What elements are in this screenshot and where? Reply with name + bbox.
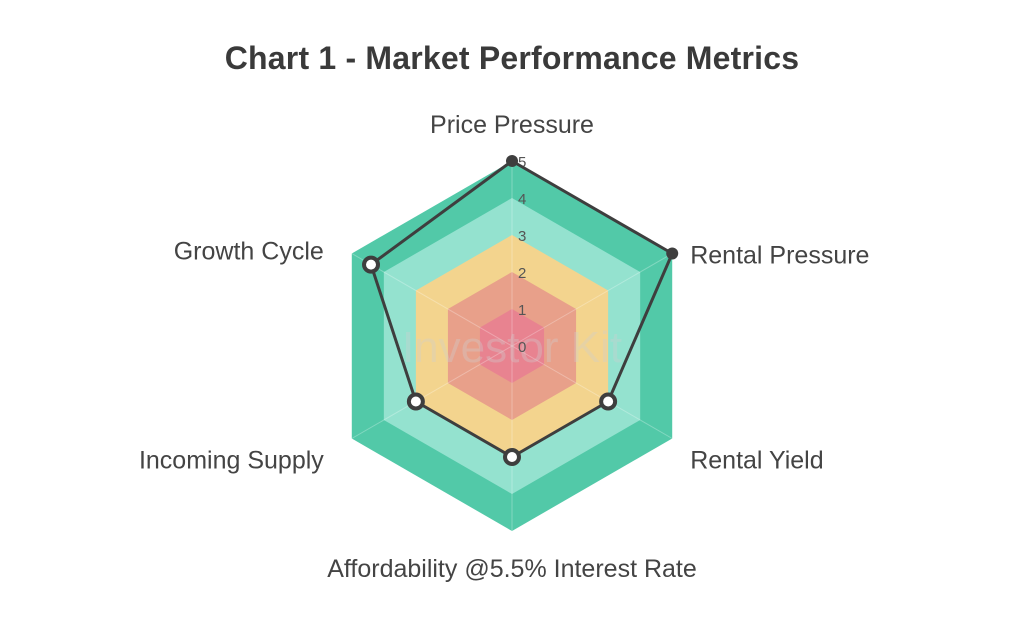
data-point-2[interactable] — [599, 392, 618, 411]
spoke-1 — [511, 253, 673, 347]
spoke-4 — [351, 345, 513, 439]
tick-label-2: 2 — [518, 265, 526, 282]
watermark: Investor Kit — [402, 323, 622, 372]
tick-labels: 0 1 2 3 4 5 — [518, 154, 526, 356]
tick-label-0: 0 — [518, 339, 526, 356]
data-point-3[interactable] — [503, 448, 521, 466]
axis-label-1: Rental Pressure — [690, 242, 869, 270]
axis-label-0: Price Pressure — [430, 111, 594, 139]
data-point-5[interactable] — [362, 255, 381, 274]
data-point-1[interactable] — [666, 247, 679, 260]
tick-label-1: 1 — [518, 302, 526, 319]
chart-title: Chart 1 - Market Performance Metrics — [224, 40, 800, 76]
spoke-2 — [511, 345, 673, 439]
tick-label-4: 4 — [518, 191, 526, 208]
axis-label-2: Rental Yield — [690, 447, 823, 475]
axis-label-3: Affordability @5.5% Interest Rate — [327, 555, 697, 583]
series-layer — [362, 155, 679, 466]
tick-label-3: 3 — [518, 228, 526, 245]
axis-labels: Price Pressure Rental Pressure Rental Yiel… — [139, 111, 870, 583]
axis-label-4: Incoming Supply — [139, 447, 324, 475]
axis-label-5: Growth Cycle — [174, 238, 324, 266]
tick-label-5: 5 — [518, 154, 526, 171]
data-point-0[interactable] — [506, 155, 518, 167]
band-level-1 — [479, 309, 545, 383]
radar-spokes — [351, 161, 673, 531]
data-point-4[interactable] — [406, 392, 425, 411]
